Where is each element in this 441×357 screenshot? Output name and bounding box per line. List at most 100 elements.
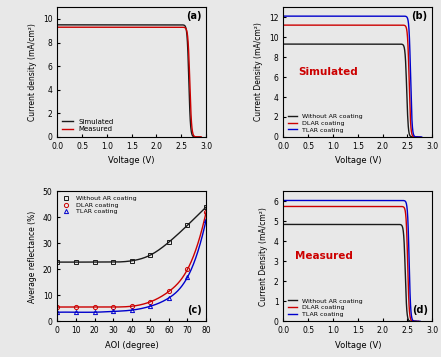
DLAR coating [281,204,286,208]
Text: (c): (c) [187,305,202,315]
Without AR coating [382,42,387,46]
Y-axis label: Current Density (mA/cm²): Current Density (mA/cm²) [259,207,268,306]
TLAR coating [129,308,135,312]
DLAR coating [55,305,60,309]
DLAR coating [110,305,116,309]
Without AR coating [55,260,60,264]
Text: (b): (b) [411,11,428,21]
Y-axis label: Average reflectance (%): Average reflectance (%) [28,210,37,302]
Simulated [198,135,203,139]
Measured [120,25,125,29]
DLAR coating [281,23,286,27]
TLAR coating [185,275,190,279]
TLAR coating [110,309,116,313]
Without AR coating [341,42,347,46]
Measured [55,25,60,29]
TLAR coating [419,135,424,139]
Without AR coating [304,222,310,227]
Without AR coating [381,222,386,227]
Measured [151,25,156,29]
TLAR coating [418,319,423,323]
TLAR coating [281,198,286,203]
Legend: Without AR coating, DLAR coating, TLAR coating: Without AR coating, DLAR coating, TLAR c… [287,113,364,134]
Simulated [91,23,97,27]
TLAR coating [361,198,366,203]
Measured [80,25,86,29]
Y-axis label: Current density (mA/cm²): Current density (mA/cm²) [28,23,37,121]
TLAR coating [316,198,321,203]
DLAR coating [342,204,347,208]
TLAR coating [316,14,321,18]
DLAR coating [316,23,321,27]
TLAR coating [373,14,378,18]
Simulated [150,23,155,27]
Simulated [55,23,60,27]
Line: TLAR coating: TLAR coating [284,201,420,321]
Measured [139,25,145,29]
TLAR coating [344,14,349,18]
Without AR coating [315,222,320,227]
DLAR coating [166,289,172,293]
DLAR coating [361,23,366,27]
TLAR coating [384,198,389,203]
TLAR coating [203,218,209,222]
Legend: Simulated, Measured: Simulated, Measured [61,117,115,134]
Without AR coating [281,222,286,227]
Without AR coating [369,222,374,227]
Measured [199,135,204,139]
TLAR coating [385,14,390,18]
DLAR coating [203,210,209,215]
Line: Without AR coating: Without AR coating [284,225,416,321]
Legend: Without AR coating, DLAR coating, TLAR coating: Without AR coating, DLAR coating, TLAR c… [60,195,138,216]
DLAR coating [416,319,421,323]
TLAR coating [166,296,172,300]
Text: Measured: Measured [295,251,353,261]
X-axis label: Voltage (V): Voltage (V) [335,156,381,165]
TLAR coating [55,310,60,315]
Without AR coating [129,259,135,263]
TLAR coating [281,14,286,18]
Without AR coating [370,42,376,46]
Legend: Without AR coating, DLAR coating, TLAR coating: Without AR coating, DLAR coating, TLAR c… [287,297,364,318]
Without AR coating [304,42,310,46]
TLAR coating [362,14,367,18]
DLAR coating [185,267,190,272]
Without AR coating [203,205,209,209]
TLAR coating [148,304,153,308]
DLAR coating [360,204,366,208]
Line: DLAR coating: DLAR coating [284,206,419,321]
Without AR coating [166,240,172,244]
DLAR coating [315,204,321,208]
DLAR coating [92,305,97,309]
TLAR coating [305,14,310,18]
Measured [92,25,97,29]
DLAR coating [371,204,376,208]
Text: Simulated: Simulated [298,67,358,77]
Line: Simulated: Simulated [57,25,200,137]
Without AR coating [73,260,78,264]
DLAR coating [382,204,388,208]
Line: DLAR coating: DLAR coating [284,25,420,137]
Without AR coating [281,42,286,46]
TLAR coating [305,198,310,203]
Without AR coating [360,42,365,46]
Line: Without AR coating: Without AR coating [284,44,418,137]
DLAR coating [73,305,78,309]
DLAR coating [384,23,389,27]
Measured [163,25,168,29]
DLAR coating [148,300,153,304]
Line: Measured: Measured [57,27,202,137]
Line: Without AR coating: Without AR coating [55,205,208,264]
Line: TLAR coating: TLAR coating [55,218,208,314]
X-axis label: Voltage (V): Voltage (V) [335,341,381,350]
Without AR coating [413,319,419,323]
Without AR coating [185,223,190,227]
Text: (d): (d) [412,305,428,315]
DLAR coating [129,304,135,308]
TLAR coating [73,310,78,315]
DLAR coating [418,135,423,139]
Without AR coating [415,135,420,139]
X-axis label: AOI (degree): AOI (degree) [105,341,159,350]
TLAR coating [92,310,97,315]
DLAR coating [305,23,310,27]
